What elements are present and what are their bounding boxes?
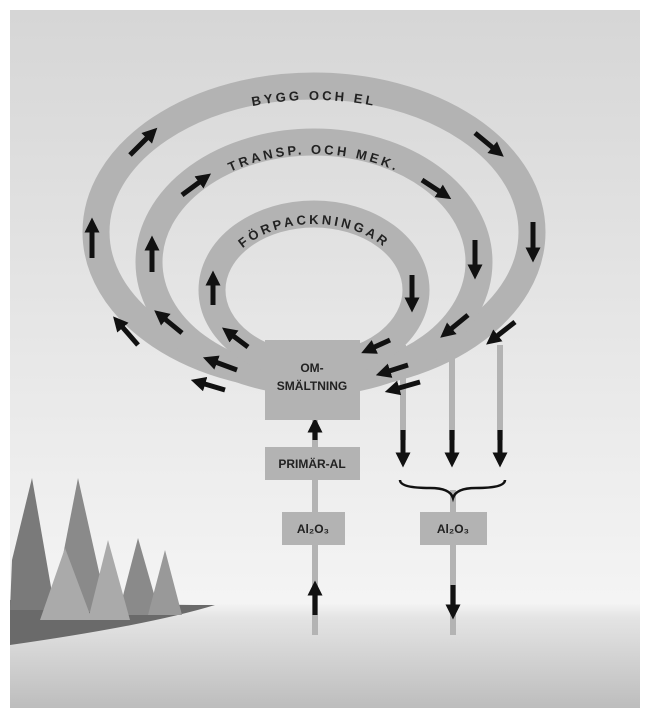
- box-label: OM-: [300, 361, 323, 375]
- box-label: Al₂O₃: [297, 522, 329, 536]
- diagram: BYGG OCH EL TRANSP. OCH MEK. FÖRPACKNING…: [0, 0, 650, 718]
- box-label: SMÄLTNING: [277, 378, 347, 393]
- box-label: Al₂O₃: [437, 522, 469, 536]
- box-label: PRIMÄR-AL: [278, 456, 345, 471]
